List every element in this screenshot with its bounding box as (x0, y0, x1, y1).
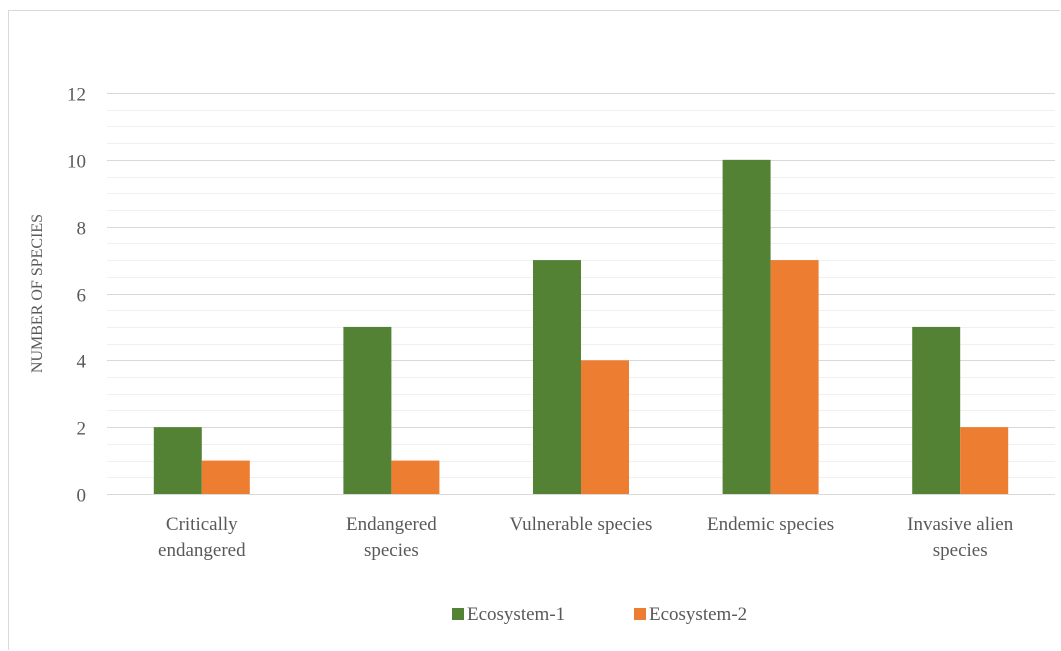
legend-label: Ecosystem-1 (467, 604, 565, 625)
bar-ecosystem-2 (201, 460, 250, 494)
x-category-label: Endangered (346, 514, 437, 535)
x-category-label: species (933, 540, 988, 561)
bar-ecosystem-2 (581, 360, 629, 494)
y-tick-label: 8 (77, 219, 87, 240)
y-axis-title: NUMBER OF SPECIES (29, 214, 46, 373)
bar-ecosystem-1 (722, 159, 771, 495)
x-category-label: Critically (166, 514, 238, 535)
y-tick-label: 10 (67, 152, 86, 173)
bar-ecosystem-1 (533, 260, 581, 494)
y-tick-label: 6 (77, 286, 87, 307)
bar-ecosystem-2 (391, 460, 440, 494)
x-category-label: Endemic species (707, 514, 834, 535)
x-category-label: Vulnerable species (510, 514, 653, 535)
bar-ecosystem-1 (912, 326, 961, 494)
bar-ecosystem-2 (770, 260, 819, 494)
legend-label: Ecosystem-2 (649, 604, 747, 625)
y-tick-label: 4 (77, 352, 87, 373)
x-category-label: species (364, 540, 419, 561)
bar-ecosystem-1 (153, 427, 202, 494)
legend-swatch (452, 608, 464, 620)
x-category-label: Invasive alien (907, 514, 1014, 535)
bar-ecosystem-2 (960, 427, 1009, 494)
legend-swatch (634, 608, 646, 620)
y-tick-label: 0 (77, 486, 87, 507)
bar-ecosystem-1 (343, 326, 392, 494)
y-tick-label: 12 (67, 85, 86, 106)
y-tick-label: 2 (77, 419, 87, 440)
x-category-label: endangered (158, 540, 246, 561)
chart-frame (8, 10, 1060, 650)
